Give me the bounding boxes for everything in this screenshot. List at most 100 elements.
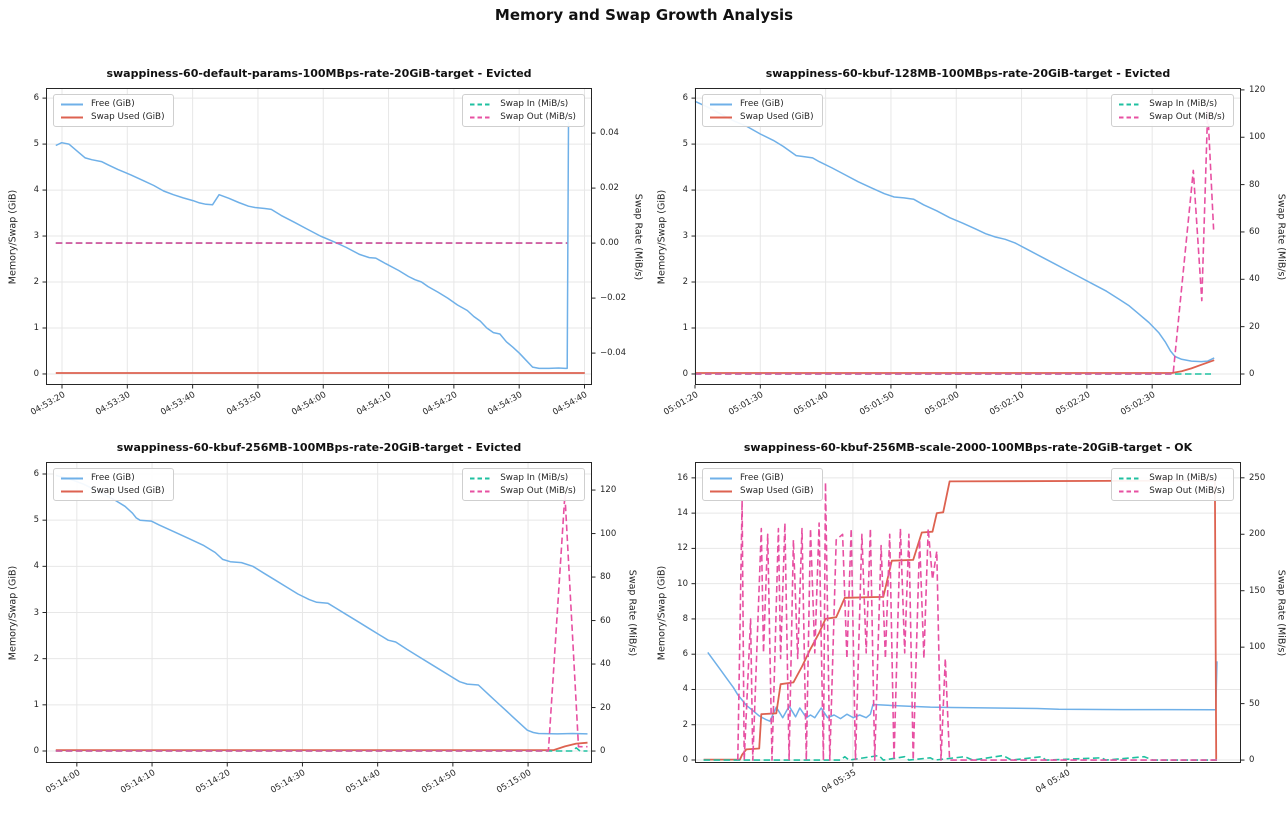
legend-entry-swap_out: Swap Out (MiB/s) xyxy=(1118,486,1225,496)
x-tick-label: 05:14:20 xyxy=(194,768,233,796)
legend-entry-swap_out: Swap Out (MiB/s) xyxy=(469,112,576,122)
y-tick-label-left: 14 xyxy=(677,508,688,519)
legend-line-sample-free xyxy=(61,103,83,105)
legend-line-sample-swap_out xyxy=(470,116,493,118)
x-tick-label: 04 05:35 xyxy=(819,768,858,796)
legend-swap-rate: Swap In (MiB/s) Swap Out (MiB/s) xyxy=(1111,94,1234,127)
x-tick-label: 05:01:30 xyxy=(727,390,766,418)
y-tick-label-left: 3 xyxy=(33,607,39,618)
x-tick-label: 05:02:10 xyxy=(988,390,1027,418)
legend-line-sample-free xyxy=(710,477,732,479)
legend-line-sample-swap_out xyxy=(1119,490,1142,492)
legend-label: Swap Out (MiB/s) xyxy=(1149,112,1225,122)
legend-label: Swap Used (GiB) xyxy=(740,486,814,496)
legend-label: Swap Used (GiB) xyxy=(91,486,165,496)
legend-line-sample-swap_out xyxy=(470,490,493,492)
x-tick-label: 05:02:00 xyxy=(923,390,962,418)
y-tick-label-right: 50 xyxy=(1249,698,1260,709)
legend-entry-swap_out: Swap Out (MiB/s) xyxy=(1118,112,1225,122)
legend-label: Swap Used (GiB) xyxy=(91,112,165,122)
x-tick-label: 05:14:10 xyxy=(118,768,158,796)
y-tick-label-left: 6 xyxy=(33,469,39,479)
plot-area xyxy=(691,462,1245,767)
y-tick-label-left: 6 xyxy=(682,93,688,104)
y-tick-label-left: 4 xyxy=(682,684,688,695)
y-tick-label-left: 4 xyxy=(33,185,39,196)
legend-swap-rate: Swap In (MiB/s) Swap Out (MiB/s) xyxy=(1111,468,1234,501)
legend-line-sample-swap_used xyxy=(710,116,732,118)
legend-entry-swap_out: Swap Out (MiB/s) xyxy=(469,486,576,496)
legend-line-sample-swap_out xyxy=(1119,116,1142,118)
plot-area xyxy=(42,88,596,389)
legend-line-sample-swap_in xyxy=(470,103,493,105)
y-tick-label-left: 0 xyxy=(33,368,39,379)
subplot-title: swappiness-60-kbuf-128MB-100MBps-rate-20… xyxy=(765,67,1171,80)
x-tick-label: 04:54:10 xyxy=(355,390,394,418)
x-tick-label: 04:53:50 xyxy=(224,390,263,418)
y-tick-label-right: 120 xyxy=(1249,84,1266,95)
subplot-title: swappiness-60-kbuf-256MB-100MBps-rate-20… xyxy=(116,441,522,454)
legend-entry-swap_in: Swap In (MiB/s) xyxy=(469,99,576,109)
legend-label: Swap Out (MiB/s) xyxy=(500,112,576,122)
axes-spine xyxy=(46,462,592,763)
y-tick-label-right: 40 xyxy=(1249,274,1260,285)
y-tick-label-right: 100 xyxy=(1249,642,1266,653)
y-tick-label-right: 100 xyxy=(600,528,617,539)
x-tick-label: 05:01:40 xyxy=(792,390,831,418)
plot-area xyxy=(691,88,1245,389)
x-tick-label: 05:14:40 xyxy=(344,768,383,796)
y-axis-label-right: Swap Rate (MiB/s) xyxy=(1275,193,1287,280)
legend-line-sample-swap_used xyxy=(710,490,732,492)
y-tick-label-left: 3 xyxy=(33,231,39,242)
axes-spine xyxy=(695,462,1241,763)
legend-line-sample-swap_in xyxy=(1119,477,1142,479)
legend-memory: Free (GiB) Swap Used (GiB) xyxy=(702,94,823,127)
legend-label: Swap In (MiB/s) xyxy=(500,473,569,483)
y-tick-label-left: 2 xyxy=(33,277,39,287)
y-tick-label-left: 4 xyxy=(682,185,688,196)
y-axis-label-left: Memory/Swap (GiB) xyxy=(7,189,19,284)
legend-label: Free (GiB) xyxy=(91,99,135,109)
subplot-title: swappiness-60-kbuf-256MB-scale-2000-100M… xyxy=(743,441,1193,454)
x-tick-label: 04:53:40 xyxy=(159,390,198,418)
legend-line-sample-swap_used xyxy=(61,490,83,492)
y-tick-label-right: 60 xyxy=(600,615,611,626)
y-tick-label-right: 0.00 xyxy=(600,238,619,249)
x-tick-label: 04:53:30 xyxy=(94,390,133,418)
series-line-swap_out xyxy=(695,107,1215,375)
legend-memory: Free (GiB) Swap Used (GiB) xyxy=(53,468,174,501)
x-tick-label: 05:14:50 xyxy=(419,768,458,796)
y-tick-label-right: 100 xyxy=(1249,132,1266,143)
x-tick-label: 05:14:00 xyxy=(43,768,82,796)
x-tick-label: 04:54:40 xyxy=(551,390,590,418)
x-tick-label: 04 05:40 xyxy=(1033,768,1072,796)
legend-entry-free: Free (GiB) xyxy=(60,473,165,483)
y-tick-label-right: 200 xyxy=(1249,529,1266,540)
legend-label: Swap Out (MiB/s) xyxy=(500,486,576,496)
y-tick-label-right: 40 xyxy=(600,659,611,670)
legend-label: Free (GiB) xyxy=(91,473,135,483)
y-axis-label-left: Memory/Swap (GiB) xyxy=(656,189,668,284)
y-tick-label-right: 120 xyxy=(600,485,617,496)
axes-spine xyxy=(46,88,592,385)
series-line-free xyxy=(707,651,1218,722)
x-tick-label: 05:02:30 xyxy=(1119,390,1158,418)
y-tick-label-right: −0.02 xyxy=(600,293,627,304)
y-tick-label-right: −0.04 xyxy=(600,348,627,359)
series-line-swap_used xyxy=(695,359,1215,374)
legend-label: Swap In (MiB/s) xyxy=(1149,473,1218,483)
legend-entry-swap_used: Swap Used (GiB) xyxy=(60,486,165,496)
y-axis-label-left: Memory/Swap (GiB) xyxy=(7,565,19,660)
y-tick-label-left: 0 xyxy=(682,755,688,765)
legend-memory: Free (GiB) Swap Used (GiB) xyxy=(53,94,174,127)
series-line-swap_used xyxy=(55,741,588,752)
series-line-swap_out xyxy=(737,481,1217,761)
y-axis-label-left: Memory/Swap (GiB) xyxy=(656,565,668,660)
y-tick-label-right: 60 xyxy=(1249,226,1260,237)
legend-label: Swap Out (MiB/s) xyxy=(1149,486,1225,496)
y-axis-label-right: Swap Rate (MiB/s) xyxy=(1275,569,1287,656)
legend-entry-free: Free (GiB) xyxy=(709,99,814,109)
legend-line-sample-swap_in xyxy=(470,477,493,479)
series-line-free xyxy=(694,100,1215,363)
series-line-free xyxy=(55,121,570,370)
